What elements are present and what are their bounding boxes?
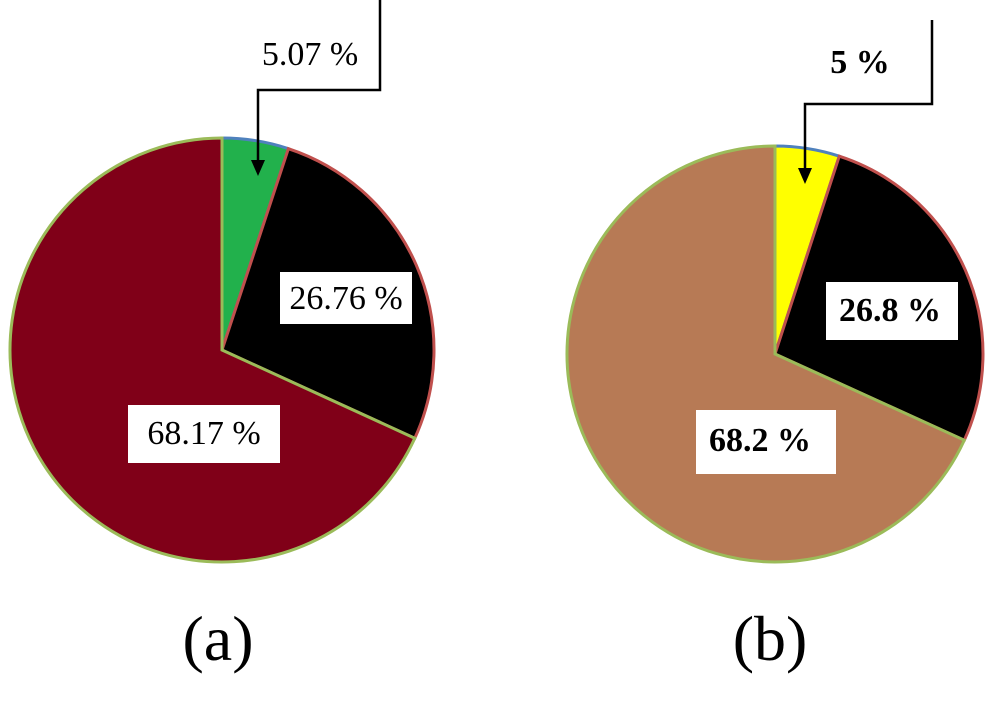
pie-b-slice-large	[565, 144, 967, 564]
pie-b-leader-arrowhead	[798, 168, 812, 184]
pie-chart-a: 5.07 % 26.76 % 68.17 % (a)	[8, 0, 436, 674]
pie-a-leader-line	[256, 0, 382, 168]
panel-label-a: (a)	[182, 603, 253, 674]
pie-b-label-medium: 26.8 %	[839, 292, 941, 329]
pie-b-label-large: 68.2 %	[709, 422, 811, 459]
pie-chart-b: 5 % 26.8 % 68.2 % (b)	[565, 20, 985, 674]
pie-a-label-small: 5.07 %	[262, 36, 358, 73]
pie-a-label-box-small	[247, 30, 373, 82]
pie-b-label-small: 5 %	[830, 44, 890, 81]
pie-a-label-large: 68.17 %	[147, 415, 260, 452]
pie-a-leader-arrowhead	[251, 160, 265, 176]
pie-a-label-box-medium	[280, 272, 412, 324]
panel-label-b: (b)	[733, 603, 808, 674]
pie-b-slices	[565, 144, 985, 564]
pie-a-slices	[8, 136, 436, 564]
pie-a-label-medium: 26.76 %	[289, 280, 402, 317]
pie-b-label-box-large	[696, 410, 836, 474]
pie-a-slice-large	[8, 136, 417, 564]
pie-a-label-box-large	[128, 405, 280, 463]
pie-b-label-box-small	[810, 36, 908, 92]
pie-b-label-box-medium	[826, 282, 958, 340]
pie-b-leader-line	[803, 20, 934, 176]
